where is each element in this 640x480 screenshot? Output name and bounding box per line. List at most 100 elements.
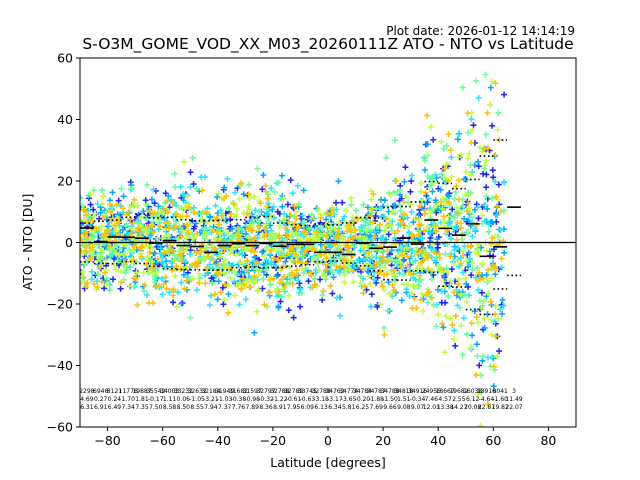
bin-counts-label: 31597: [243, 388, 262, 395]
bin-counts-label: 11776: [119, 388, 138, 395]
bin-std-labels-label: 7.69: [370, 404, 384, 411]
y-axis-ticks: −60 −40 −20 0 20 40 60: [47, 51, 80, 435]
bin-counts-label: 24956: [422, 388, 441, 395]
bin-counts-label: 19887: [132, 388, 151, 395]
bin-counts-label: 34818: [394, 388, 413, 395]
bin-mean-labels-label: -3.17: [327, 396, 343, 403]
bin-std-labels-label: 5.81: [342, 404, 356, 411]
scatter-points-color-4: [80, 78, 506, 427]
bin-counts-label: 32789: [284, 388, 303, 395]
bin-mean-labels-label: -0.17: [148, 396, 164, 403]
bin-mean-labels-label: -0.32: [258, 396, 274, 403]
y-tick-label: 60: [57, 51, 73, 66]
bin-std-labels-label: 8.58: [163, 404, 177, 411]
bin-statistics-text: 2298694681211177619887355423400333232326…: [79, 388, 523, 411]
stats-layer: [80, 139, 521, 316]
bin-std-labels-label: 13.38: [437, 404, 454, 411]
bin-counts-label: 16038: [463, 388, 482, 395]
bin-mean-labels-label: -1.03: [217, 396, 233, 403]
bin-std-labels-label: 8.91: [273, 404, 287, 411]
bin-mean-labels-label: -3.21: [203, 396, 219, 403]
bin-mean-labels-label: -0.38: [231, 396, 247, 403]
bin-counts-label: 3: [512, 388, 516, 395]
bin-mean-labels-label: 0.27: [94, 396, 108, 403]
bin-counts-label: 2298: [79, 388, 94, 395]
bin-counts-label: 13916: [477, 388, 496, 395]
x-tick-label: 0: [324, 433, 332, 448]
bin-std-labels-label: 6.25: [356, 404, 370, 411]
bin-counts-label: 34774: [339, 388, 358, 395]
bin-counts-label: 33745: [298, 388, 317, 395]
x-tick-label: −80: [94, 433, 120, 448]
x-tick-label: −60: [149, 433, 175, 448]
x-tick-label: 60: [485, 433, 501, 448]
bin-std-labels-label: 22.87: [478, 404, 495, 411]
bin-std-labels-label: 9.07: [411, 404, 425, 411]
bin-counts-label: 35542: [146, 388, 165, 395]
bin-counts-label: 8121: [107, 388, 122, 395]
bin-mean-labels-label: 1.51: [397, 396, 411, 403]
bin-mean-labels-label: -1.22: [272, 396, 288, 403]
bin-counts-label: 34762: [325, 388, 344, 395]
bin-mean-labels-label: 2.55: [452, 396, 466, 403]
bin-counts-label: 31682: [229, 388, 248, 395]
bin-counts-label: 32788: [270, 388, 289, 395]
bin-std-labels-label: 8.55: [190, 404, 204, 411]
bin-counts-label: 19682: [449, 388, 468, 395]
x-tick-label: 80: [540, 433, 556, 448]
bin-mean-labels-label: -3.65: [341, 396, 357, 403]
bin-mean-labels-label: 0.24: [108, 396, 122, 403]
bin-counts-label: 8041: [493, 388, 508, 395]
bin-counts-label: 32788: [312, 388, 331, 395]
bin-std-labels-label: 6.13: [314, 404, 328, 411]
bin-std-labels-label: 7.76: [232, 404, 246, 411]
bin-counts-label: 34784: [353, 388, 372, 395]
bin-std-labels-label: 12.03: [423, 404, 440, 411]
bin-mean-labels-label: -0.61: [286, 396, 302, 403]
bin-std-labels-label: 6.91: [94, 404, 108, 411]
y-tick-label: 0: [65, 235, 73, 250]
bin-std-labels-label: 8.50: [177, 404, 191, 411]
x-axis-label: Latitude [degrees]: [270, 455, 386, 470]
bin-std-labels-label: 6.09: [301, 404, 315, 411]
x-tick-label: 40: [430, 433, 446, 448]
bin-std-labels-label: 8.36: [259, 404, 273, 411]
bin-std-labels-label: 6.49: [108, 404, 122, 411]
x-axis-ticks: −80 −60 −40 −20 0 20 40 60 80: [94, 427, 556, 448]
bin-mean-labels-label: -0.20: [355, 396, 371, 403]
y-tick-label: 20: [57, 174, 73, 189]
bin-mean-labels-label: 1.81: [135, 396, 149, 403]
bin-std-labels-label: 6.34: [328, 404, 342, 411]
bin-mean-labels-label: 4.57: [438, 396, 452, 403]
y-tick-label: −20: [47, 297, 73, 312]
bin-std-labels-label: 19.82: [492, 404, 509, 411]
bin-mean-labels-label: 11.49: [505, 396, 522, 403]
y-tick-label: 40: [57, 112, 73, 127]
bin-mean-labels-label: -0.98: [244, 396, 260, 403]
bin-std-labels-label: 22.07: [505, 404, 522, 411]
bin-counts-label: 34788: [380, 388, 399, 395]
bin-mean-labels-label: -1.05: [189, 396, 205, 403]
bin-std-labels-label: 7.37: [218, 404, 232, 411]
bin-counts-label: 32797: [256, 388, 275, 395]
chart-title: S-O3M_GOME_VOD_XX_M03_20260111Z ATO - NT…: [82, 35, 573, 54]
bin-mean-labels-label: -3.18: [313, 396, 329, 403]
scatter-layer: [80, 71, 508, 427]
bin-counts-label: 31949: [215, 388, 234, 395]
bin-std-labels-label: 20.08: [464, 404, 481, 411]
bin-std-labels-label: 6.31: [80, 404, 94, 411]
bin-std-labels-label: 7.34: [122, 404, 136, 411]
bin-mean-labels-label: 1.70: [122, 396, 136, 403]
bin-counts-label: 34916: [408, 388, 427, 395]
bin-std-labels-label: 7.89: [246, 404, 260, 411]
bin-std-labels-label: 7.35: [135, 404, 149, 411]
bin-mean-labels-label: 6.12: [466, 396, 480, 403]
bin-mean-labels-label: -0.63: [300, 396, 316, 403]
bin-std-labels-label: 14.27: [450, 404, 467, 411]
bin-mean-labels-label: 4.69: [80, 396, 94, 403]
bin-counts-label: 32184: [201, 388, 220, 395]
plot-date: Plot date: 2026-01-12 14:14:19: [386, 24, 575, 38]
x-tick-label: 20: [375, 433, 391, 448]
bin-counts-label: 18667: [436, 388, 455, 395]
